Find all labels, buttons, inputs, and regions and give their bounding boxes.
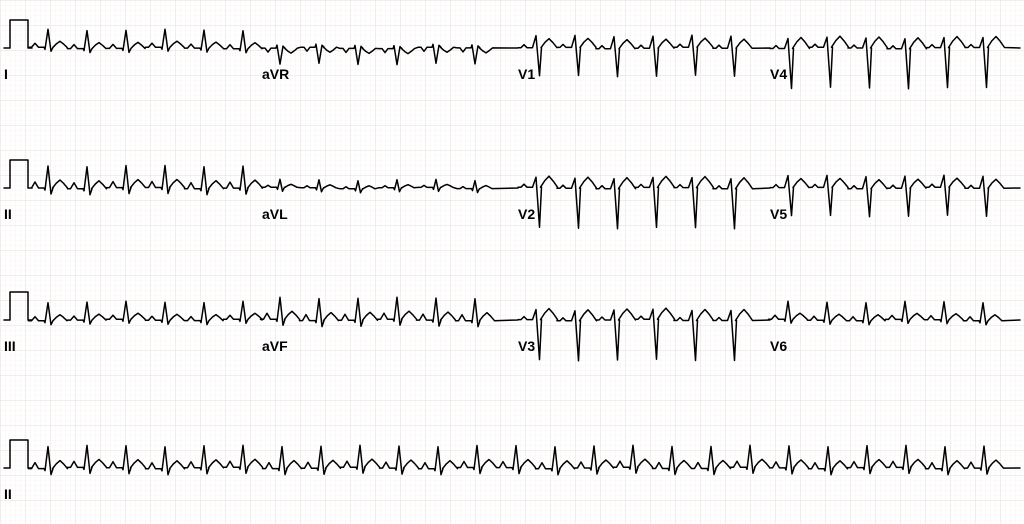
lead-label-v5: V5 bbox=[770, 206, 787, 222]
lead-label-v4: V4 bbox=[770, 66, 787, 82]
lead-label-v6: V6 bbox=[770, 338, 787, 354]
lead-label-avr: aVR bbox=[262, 66, 289, 82]
lead-label-v2: V2 bbox=[518, 206, 535, 222]
ecg-chart: IaVR V1 V4 II aVL V2 V5 III aVF V3 V6 II bbox=[0, 0, 1024, 524]
ecg-svg bbox=[0, 0, 1024, 524]
lead-label-ii: II bbox=[4, 486, 12, 502]
lead-label-v1: V1 bbox=[518, 66, 535, 82]
lead-label-ii: II bbox=[4, 206, 12, 222]
lead-label-iii: III bbox=[4, 338, 16, 354]
lead-label-avf: aVF bbox=[262, 338, 288, 354]
lead-label-v3: V3 bbox=[518, 338, 535, 354]
lead-label-avl: aVL bbox=[262, 206, 288, 222]
lead-label-i: I bbox=[4, 66, 8, 82]
